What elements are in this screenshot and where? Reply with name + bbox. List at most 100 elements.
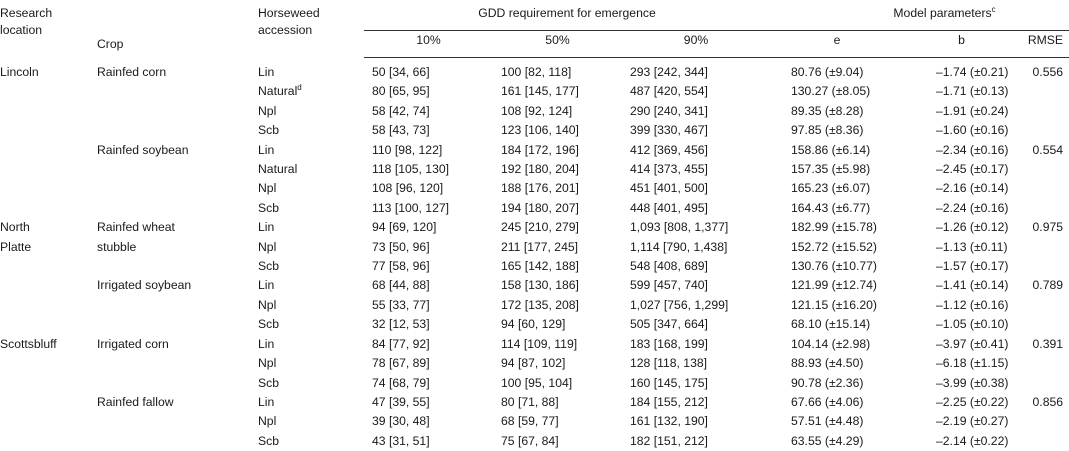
- cell-param-b: –1.60 (±0.16): [904, 121, 1019, 140]
- cell-gdd50: 158 [130, 186]: [493, 276, 622, 295]
- cell-location: [0, 354, 97, 373]
- cell-accession: Scb: [258, 315, 364, 334]
- cell-gdd50: 211 [177, 245]: [493, 238, 622, 257]
- cell-location: Lincoln: [0, 58, 97, 83]
- cell-crop-text: Irrigated corn: [97, 337, 169, 351]
- cell-rmse: [1019, 374, 1069, 393]
- cell-gdd10-text: 108 [96, 120]: [372, 181, 443, 195]
- cell-rmse: [1019, 121, 1069, 140]
- cell-accession-text: Scb: [258, 376, 279, 390]
- cell-rmse-text: 0.856: [1033, 395, 1064, 409]
- cell-gdd90-text: 414 [373, 455]: [630, 162, 708, 176]
- cell-location: [0, 160, 97, 179]
- cell-rmse: [1019, 199, 1069, 218]
- cell-gdd10: 32 [12, 53]: [364, 315, 493, 334]
- cell-param-e-text: 104.14 (±2.98): [791, 337, 870, 351]
- cell-gdd90: 290 [240, 341]: [622, 102, 770, 121]
- cell-param-b-text: –2.45 (±0.17): [936, 162, 1008, 176]
- cell-param-e-text: 121.99 (±12.74): [791, 278, 877, 292]
- cell-param-b: –2.19 (±0.27): [904, 412, 1019, 431]
- cell-param-b: –3.97 (±0.41): [904, 335, 1019, 354]
- cell-gdd90-text: 1,093 [808, 1,377]: [630, 220, 728, 234]
- cell-gdd90: 412 [369, 456]: [622, 141, 770, 160]
- cell-gdd90: 1,027 [756, 1,299]: [622, 296, 770, 315]
- cell-param-b-text: –1.74 (±0.21): [936, 65, 1008, 79]
- cell-accession-text: Natural: [258, 162, 297, 176]
- cell-param-e-text: 89.35 (±8.28): [791, 104, 863, 118]
- cell-crop-text: Rainfed wheat: [97, 220, 175, 234]
- cell-param-e: 157.35 (±5.98): [770, 160, 904, 179]
- cell-param-e-text: 57.51 (±4.48): [791, 414, 863, 428]
- header-crop-label: Crop: [97, 37, 123, 51]
- cell-gdd10-text: 94 [69, 120]: [372, 220, 436, 234]
- cell-gdd90-text: 1,114 [790, 1,438]: [630, 240, 727, 254]
- cell-location: Scottsbluff: [0, 335, 97, 354]
- cell-param-b: –2.34 (±0.16): [904, 141, 1019, 160]
- cell-param-b: –1.26 (±0.12): [904, 218, 1019, 237]
- cell-param-b-text: –1.05 (±0.10): [936, 317, 1008, 331]
- cell-param-e: 90.78 (±2.36): [770, 374, 904, 393]
- cell-accession: Lin: [258, 393, 364, 412]
- cell-location-text: North: [0, 220, 30, 234]
- cell-gdd50: 245 [210, 279]: [493, 218, 622, 237]
- header-gdd-group-label: GDD requirement for emergence: [478, 6, 655, 20]
- cell-param-b-text: –3.97 (±0.41): [936, 337, 1008, 351]
- cell-gdd50-text: 123 [106, 140]: [501, 123, 579, 137]
- cell-gdd10-text: 113 [100, 127]: [372, 201, 449, 215]
- cell-accession-text: Lin: [258, 65, 274, 79]
- cell-accession: Npl: [258, 296, 364, 315]
- cell-param-b-text: –1.57 (±0.17): [936, 259, 1008, 273]
- cell-gdd90: 1,114 [790, 1,438]: [622, 238, 770, 257]
- cell-gdd90-text: 182 [151, 212]: [630, 434, 708, 448]
- cell-gdd10-text: 43 [31, 51]: [372, 434, 430, 448]
- cell-accession-text: Lin: [258, 220, 274, 234]
- cell-crop: [97, 315, 258, 334]
- cell-crop: [97, 374, 258, 393]
- cell-gdd90: 599 [457, 740]: [622, 276, 770, 295]
- cell-gdd50: 188 [176, 201]: [493, 179, 622, 198]
- cell-gdd10: 73 [50, 96]: [364, 238, 493, 257]
- cell-gdd10: 77 [58, 96]: [364, 257, 493, 276]
- cell-gdd50-text: 100 [82, 118]: [501, 65, 571, 79]
- cell-gdd90-text: 399 [330, 467]: [630, 123, 708, 137]
- cell-gdd10: 74 [68, 79]: [364, 374, 493, 393]
- cell-accession-text: Npl: [258, 240, 276, 254]
- cell-param-b: –1.57 (±0.17): [904, 257, 1019, 276]
- cell-param-e-text: 130.76 (±10.77): [791, 259, 877, 273]
- cell-gdd90: 505 [347, 664]: [622, 315, 770, 334]
- footnote-marker: d: [297, 83, 301, 92]
- cell-param-e: 130.76 (±10.77): [770, 257, 904, 276]
- cell-location: [0, 393, 97, 412]
- cell-gdd50: 100 [95, 104]: [493, 374, 622, 393]
- cell-gdd90: 487 [420, 554]: [622, 82, 770, 101]
- cell-param-b-text: –1.71 (±0.13): [936, 84, 1008, 98]
- cell-crop: [97, 160, 258, 179]
- cell-param-e: 158.86 (±6.14): [770, 141, 904, 160]
- cell-gdd10-text: 68 [44, 88]: [372, 278, 430, 292]
- cell-gdd50: 123 [106, 140]: [493, 121, 622, 140]
- cell-param-b-text: –1.26 (±0.12): [936, 220, 1008, 234]
- cell-crop-text: Rainfed fallow: [97, 395, 174, 409]
- cell-gdd90-text: 412 [369, 456]: [630, 143, 708, 157]
- cell-location: [0, 179, 97, 198]
- cell-gdd50-text: 165 [142, 188]: [501, 259, 579, 273]
- cell-gdd50: 108 [92, 124]: [493, 102, 622, 121]
- cell-accession-text: Lin: [258, 143, 274, 157]
- header-crop: Crop: [97, 0, 258, 58]
- cell-accession-text: Scb: [258, 201, 279, 215]
- cell-crop: Rainfed wheat: [97, 218, 258, 237]
- cell-param-e-text: 158.86 (±6.14): [791, 143, 870, 157]
- cell-gdd50: 94 [87, 102]: [493, 354, 622, 373]
- cell-gdd10-text: 84 [77, 92]: [372, 337, 430, 351]
- cell-crop: Rainfed fallow: [97, 393, 258, 412]
- cell-gdd10-text: 74 [68, 79]: [372, 376, 430, 390]
- cell-param-b-text: –1.60 (±0.16): [936, 123, 1008, 137]
- cell-accession-text: Lin: [258, 395, 274, 409]
